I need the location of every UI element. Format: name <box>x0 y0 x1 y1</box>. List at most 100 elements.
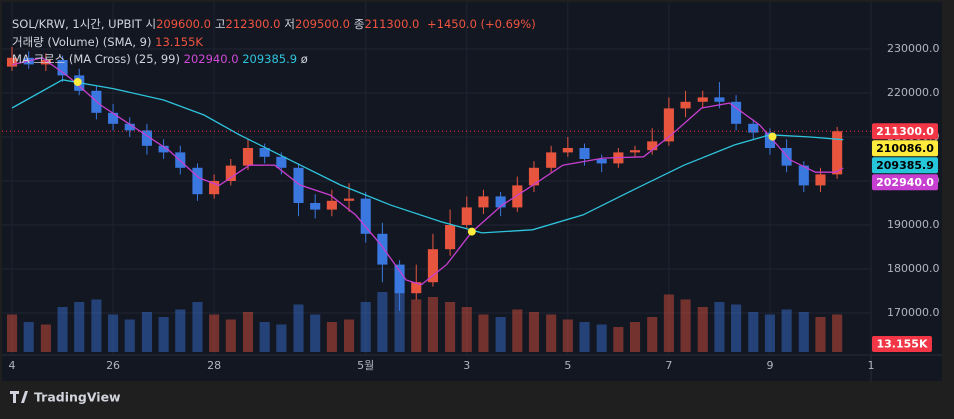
candle-body <box>108 112 119 124</box>
volume-bar <box>259 322 270 352</box>
candle-body <box>158 145 169 153</box>
volume-bar <box>293 304 304 352</box>
y-tick-label: 180000.0 <box>887 262 940 275</box>
ohlc-key: 고 <box>214 17 226 31</box>
candle-body <box>579 148 590 159</box>
volume-bar <box>158 317 169 352</box>
volume-bar <box>141 312 152 352</box>
candle-body <box>192 167 203 195</box>
x-tick-label: 7 <box>665 359 672 372</box>
price-label: 210086.0 <box>876 142 934 155</box>
volume-bar <box>764 314 775 352</box>
price-label: 202940.0 <box>876 176 934 189</box>
volume-bar <box>478 314 489 352</box>
volume-bar <box>697 307 708 352</box>
candle-body <box>832 131 843 175</box>
symbol: SOL/KRW, 1시간, UPBIT <box>12 17 142 31</box>
volume-bar <box>91 299 102 352</box>
volume-bar <box>108 314 119 352</box>
volume-bar <box>192 302 203 352</box>
cross-point <box>467 227 476 236</box>
ohlc-value: 211300.0 <box>364 17 420 31</box>
candle-body <box>663 108 674 142</box>
candle-body <box>394 264 405 294</box>
candle-body <box>209 181 220 195</box>
volume-value: 13.155K <box>155 35 203 49</box>
candle-body <box>478 196 489 208</box>
x-tick-label: 3 <box>463 359 470 372</box>
header: SOL/KRW, 1시간, UPBIT 시209600.0 고212300.0 저2… <box>12 16 536 32</box>
candle-body <box>714 97 725 102</box>
candle-body <box>141 130 152 146</box>
candle-body <box>276 156 287 168</box>
candle-body <box>377 233 388 265</box>
axes: 170000.0180000.0190000.0200000.0210000.0… <box>9 42 940 372</box>
logo <box>10 391 28 403</box>
candle-body <box>360 198 371 234</box>
candle-body <box>815 174 826 186</box>
candle-body <box>310 203 321 210</box>
brand: TradingView <box>10 390 121 405</box>
volume-bar <box>613 327 624 352</box>
volume-bar <box>461 307 472 352</box>
candle-body <box>293 167 304 203</box>
candle-body <box>748 123 759 133</box>
volume-bar <box>495 317 506 352</box>
volume-bar <box>74 302 85 352</box>
ohlc-key: 시 <box>145 17 157 31</box>
ma-line <box>11 79 844 234</box>
candle-body <box>647 141 658 151</box>
candle-body <box>562 148 573 153</box>
plot <box>2 46 871 352</box>
volume-bar <box>731 304 742 352</box>
ma-line <box>11 57 844 286</box>
volume-bar <box>445 302 456 352</box>
candle-body <box>512 185 523 208</box>
candle-body <box>225 165 236 181</box>
candle-body <box>528 167 540 186</box>
candle-body <box>629 150 641 153</box>
volume-bar <box>242 312 254 352</box>
candle-body <box>40 60 51 65</box>
ohlc-value: 209500.0 <box>295 17 350 31</box>
volume-label: 13.155K <box>877 338 928 351</box>
ohlc: 시209600.0 고212300.0 저209500.0 종211300.0 <box>145 17 423 31</box>
ohlc-value: 212300.0 <box>225 17 281 31</box>
ma-name: MA 크로스 (MA Cross) (25, 99) <box>12 52 180 66</box>
volume-bar <box>815 317 826 352</box>
price-label-box <box>872 174 938 191</box>
volume-bar <box>663 294 674 352</box>
volume-bar <box>714 302 725 352</box>
y-tick-label: 170000.0 <box>887 306 940 319</box>
ma-icon: ø <box>300 52 308 66</box>
x-tick-label: 5월 <box>357 359 374 372</box>
candle-body <box>697 97 708 102</box>
volume-bar <box>596 324 607 352</box>
y-tick-label: 220000.0 <box>887 86 940 99</box>
y-tick-label: 230000.0 <box>887 42 940 55</box>
candle-body <box>411 282 422 294</box>
x-tick-label: 28 <box>207 359 221 372</box>
price-label-box <box>872 123 938 140</box>
volume-bar <box>326 322 337 352</box>
volume-label-box <box>872 336 932 352</box>
volume-bar <box>209 314 220 352</box>
candle-body <box>461 207 472 225</box>
cross-point <box>768 132 777 141</box>
ohlc-value: 209600.0 <box>156 17 211 31</box>
brand-name: TradingView <box>34 390 121 405</box>
volume-bar <box>360 302 371 352</box>
candle-body <box>731 101 742 124</box>
candle-body <box>781 148 792 166</box>
candle-body <box>596 159 607 164</box>
volume-bar <box>377 292 388 352</box>
candle-body <box>6 57 18 67</box>
price-label: 211300.0 <box>876 125 934 138</box>
volume-bar <box>680 299 691 352</box>
x-tick-label: 26 <box>106 359 120 372</box>
volume-bar <box>748 312 759 352</box>
candle-body <box>546 152 557 168</box>
volume-legend: 거래량 (Volume) (SMA, 9) 13.155K <box>12 34 203 50</box>
ma-fast-value: 202940.0 <box>183 52 239 66</box>
